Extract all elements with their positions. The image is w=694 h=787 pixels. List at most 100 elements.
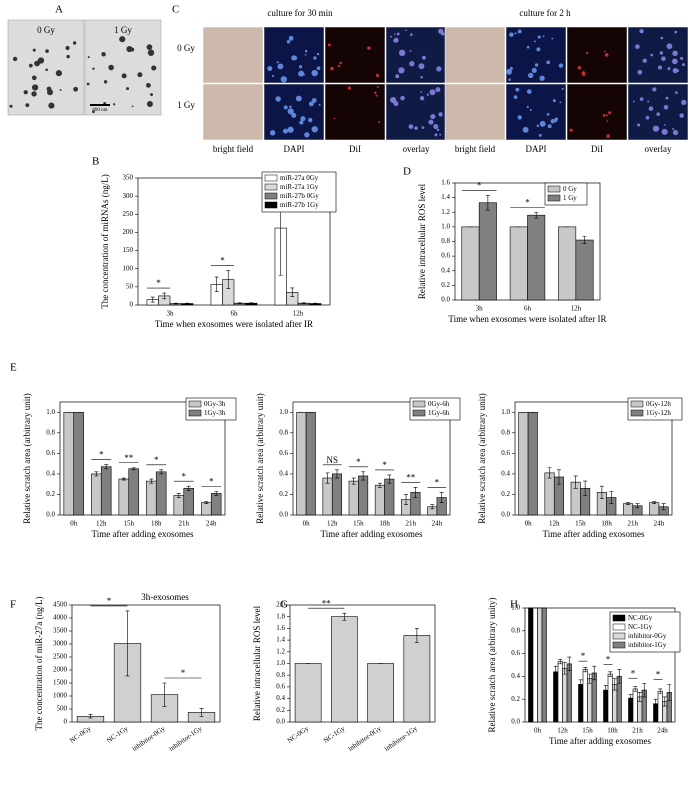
legend-label: miR-27b 0Gy (280, 192, 319, 200)
image-detail (393, 38, 398, 43)
bar (128, 468, 139, 516)
error-bar (583, 480, 588, 496)
significance-label: * (631, 668, 636, 678)
error-bar (653, 698, 658, 709)
y-tick-label: 0.8 (279, 428, 288, 436)
panel-letter: B (92, 156, 99, 168)
y-axis-label: The concentration of miR-27a (ng/L) (34, 597, 44, 731)
error-bar (562, 662, 567, 675)
image-detail (650, 53, 654, 57)
error-bar (94, 471, 99, 477)
x-tick-label: 24h (206, 520, 217, 528)
x-tick-label: 21h (179, 520, 190, 528)
error-bar (642, 682, 647, 698)
x-tick-label: 18h (151, 520, 162, 528)
image-detail (652, 87, 657, 92)
image-detail (398, 49, 406, 57)
bar (367, 663, 394, 723)
image-detail (656, 112, 661, 117)
error-bar (582, 236, 587, 244)
image-detail (538, 133, 542, 137)
y-axis-label: Relative intracellular ROS level (417, 183, 427, 299)
image-detail (569, 128, 573, 132)
legend-label: miR-27a 0Gy (280, 174, 319, 182)
image-detail (438, 112, 443, 117)
significance-label: * (154, 455, 159, 465)
image-detail (121, 73, 127, 79)
error-bar (361, 471, 366, 481)
bar (527, 411, 538, 516)
bar (183, 487, 194, 516)
error-bar (204, 501, 209, 504)
error-bar (313, 302, 318, 305)
image-detail (551, 37, 554, 40)
x-tick-label: 6h (231, 310, 239, 318)
image-detail (528, 72, 534, 79)
image-detail (606, 134, 610, 138)
panel-letter: E (10, 362, 17, 374)
bar (331, 616, 358, 723)
error-bar (662, 696, 667, 707)
image-detail (672, 128, 675, 131)
bar (553, 671, 559, 723)
image-detail (550, 118, 556, 124)
legend-label: 1Gy-6h (428, 409, 450, 417)
error-bar (342, 612, 347, 621)
bar (173, 495, 185, 516)
image-detail (577, 66, 582, 70)
image-detail (146, 44, 153, 50)
y-axis-label: The concentration of miRNAs (ng/L) (100, 174, 110, 308)
image-detail (146, 82, 151, 88)
bar (331, 473, 342, 516)
image-detail (311, 69, 318, 77)
error-bar (149, 478, 154, 484)
image-detail (561, 87, 564, 90)
bar (118, 478, 130, 516)
bar (461, 226, 480, 301)
image-detail (398, 67, 405, 74)
image-detail (308, 101, 314, 107)
image-detail (25, 103, 30, 108)
x-tick-label: NC-0Gy (68, 724, 93, 745)
bar (623, 503, 634, 516)
y-tick-label: 0.0 (501, 511, 510, 519)
image-detail (681, 63, 685, 67)
y-tick-label: 2000 (53, 666, 68, 674)
image-detail (147, 49, 155, 56)
image-detail (12, 56, 18, 62)
chart-subtitle: 3h-exosomes (141, 592, 189, 602)
image-detail (661, 56, 666, 62)
error-bar (404, 494, 409, 506)
image-detail (671, 58, 678, 65)
image-detail (514, 32, 517, 35)
error-bar (617, 669, 622, 684)
significance-label: * (525, 197, 530, 207)
image-detail (298, 70, 305, 77)
x-tick-label: 24h (657, 727, 668, 735)
image-detail (28, 63, 33, 68)
image-detail (308, 117, 313, 123)
image-detail (87, 56, 90, 59)
y-tick-label: 1.0 (441, 222, 450, 230)
error-bar (414, 628, 419, 643)
column-label: overlay (403, 144, 430, 154)
error-bar (173, 302, 178, 305)
x-tick-label: inhibitor-1Gy (168, 724, 204, 753)
x-tick-label: NC-0Gy (286, 724, 311, 745)
x-tick-label: 21h (406, 520, 417, 528)
image-detail (31, 75, 37, 81)
x-tick-label: 24h (654, 520, 665, 528)
image-detail (604, 53, 609, 57)
error-bar (125, 610, 130, 677)
micrograph (84, 19, 162, 116)
y-tick-label: 0.6 (46, 449, 55, 457)
significance-label: * (99, 450, 104, 460)
image-detail (390, 97, 397, 104)
image-detail (426, 93, 429, 96)
error-bar (637, 692, 642, 702)
image-detail (534, 63, 539, 67)
image-detail (667, 67, 671, 71)
significance-label: * (435, 477, 440, 487)
significance-label: * (581, 651, 586, 661)
error-bar (199, 708, 204, 717)
